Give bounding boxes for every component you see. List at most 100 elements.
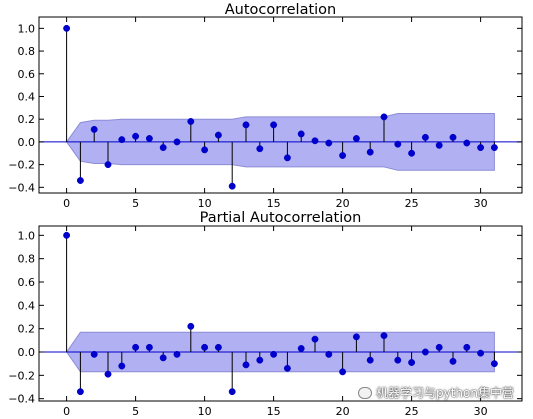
pacf-x-tick-label: 15 bbox=[267, 405, 281, 418]
pacf-x-tick-label: 20 bbox=[336, 405, 350, 418]
acf-x-tick-label: 30 bbox=[474, 197, 488, 210]
pacf-marker bbox=[214, 343, 222, 351]
acf-marker bbox=[490, 144, 498, 152]
pacf-marker bbox=[132, 343, 140, 351]
acf-marker bbox=[421, 133, 429, 141]
acf-y-tick-label: 1.0 bbox=[18, 22, 36, 35]
pacf-marker bbox=[463, 343, 471, 351]
acf-x-tick-label: 0 bbox=[63, 197, 70, 210]
acf-marker bbox=[283, 154, 291, 162]
pacf-x-tick-label: 10 bbox=[198, 405, 212, 418]
pacf-marker bbox=[490, 360, 498, 368]
acf-x-tick-label: 5 bbox=[132, 197, 139, 210]
pacf-y-tick-label: −0.4 bbox=[8, 393, 35, 406]
acf-marker bbox=[463, 139, 471, 147]
acf-marker bbox=[173, 138, 181, 146]
acf-marker bbox=[242, 121, 250, 129]
acf-marker bbox=[352, 135, 360, 142]
wechat-icon bbox=[358, 387, 372, 399]
pacf-y-tick-label: 0.0 bbox=[18, 346, 36, 359]
watermark: 机器学习与python集中营 bbox=[358, 384, 514, 401]
pacf-marker bbox=[187, 322, 195, 330]
acf-x-tick-label: 25 bbox=[405, 197, 419, 210]
acf-marker bbox=[325, 139, 333, 147]
acf-marker bbox=[256, 145, 264, 153]
acf-marker bbox=[201, 146, 209, 154]
acf-title: Autocorrelation bbox=[225, 2, 336, 18]
acf-marker bbox=[118, 136, 126, 144]
pacf-panel: 0 5 10 15 20 25 30 1.0 0.8 0.6 0.4 0.2 0.0 −0.2 −0.4 Pa… bbox=[8, 210, 523, 418]
acf-axes-frame bbox=[38, 16, 523, 194]
pacf-marker bbox=[325, 350, 333, 358]
pacf-marker bbox=[76, 388, 84, 396]
acf-marker bbox=[380, 113, 388, 121]
acf-y-tick-label: 0.2 bbox=[18, 113, 36, 126]
acf-y-tick-label: 0.6 bbox=[18, 68, 36, 81]
pacf-x-tick-label: 5 bbox=[132, 405, 139, 418]
pacf-marker bbox=[283, 364, 291, 372]
pacf-marker bbox=[380, 332, 388, 340]
acf-marker bbox=[76, 177, 84, 184]
acf-marker bbox=[214, 131, 222, 139]
acf-x-tick-label: 20 bbox=[336, 197, 350, 210]
acf-marker bbox=[145, 135, 153, 142]
pacf-marker bbox=[366, 356, 374, 364]
pacf-marker bbox=[90, 350, 98, 358]
acf-marker bbox=[270, 121, 278, 129]
pacf-marker bbox=[242, 361, 250, 369]
pacf-marker bbox=[421, 348, 429, 356]
acf-marker bbox=[408, 149, 416, 157]
pacf-title: Partial Autocorrelation bbox=[200, 210, 362, 226]
pacf-marker bbox=[394, 356, 402, 364]
pacf-y-tick-label: 1.0 bbox=[18, 229, 36, 242]
pacf-marker bbox=[118, 362, 126, 370]
acf-x-tick-label: 10 bbox=[198, 197, 212, 210]
pacf-y-tick-label: 0.2 bbox=[18, 323, 36, 336]
pacf-marker bbox=[449, 357, 457, 365]
acf-y-tick-label: −0.4 bbox=[8, 181, 35, 194]
pacf-marker bbox=[408, 359, 416, 366]
pacf-marker bbox=[145, 343, 153, 351]
acf-marker bbox=[187, 118, 195, 125]
acf-marker bbox=[132, 132, 140, 140]
acf-marker bbox=[63, 24, 71, 32]
acf-y-tick-label: −0.2 bbox=[8, 159, 35, 172]
pacf-axes-frame bbox=[38, 225, 523, 402]
pacf-x-tick-label: 25 bbox=[405, 405, 419, 418]
pacf-marker bbox=[228, 388, 236, 396]
pacf-y-tick-label: 0.8 bbox=[18, 253, 36, 266]
pacf-y-tick-label: 0.6 bbox=[18, 276, 36, 289]
pacf-marker bbox=[311, 335, 319, 343]
watermark-text: 机器学习与python集中营 bbox=[376, 386, 514, 400]
acf-marker bbox=[297, 130, 305, 138]
acf-marker bbox=[449, 133, 457, 141]
pacf-y-tick-label: −0.2 bbox=[8, 369, 35, 382]
acf-marker bbox=[228, 182, 236, 190]
pacf-marker bbox=[477, 349, 485, 357]
acf-y-tick-label: 0.0 bbox=[18, 136, 36, 149]
acf-marker bbox=[311, 137, 319, 145]
pacf-marker bbox=[352, 333, 360, 341]
acf-y-tick-label: 0.4 bbox=[18, 90, 36, 103]
acf-x-tick-label: 15 bbox=[267, 197, 281, 210]
pacf-marker bbox=[201, 343, 209, 351]
acf-marker bbox=[394, 140, 402, 148]
pacf-marker bbox=[435, 343, 443, 351]
pacf-x-tick-label: 30 bbox=[474, 405, 488, 418]
acf-marker bbox=[366, 148, 374, 156]
acf-marker bbox=[339, 152, 347, 159]
pacf-marker bbox=[339, 368, 347, 376]
pacf-marker bbox=[256, 356, 264, 364]
acf-marker bbox=[104, 161, 112, 169]
acf-marker bbox=[90, 125, 98, 133]
pacf-y-tick-label: 0.4 bbox=[18, 299, 36, 312]
acf-marker bbox=[159, 144, 167, 152]
acf-marker bbox=[477, 144, 485, 152]
pacf-marker bbox=[63, 231, 71, 239]
pacf-marker bbox=[159, 354, 167, 362]
pacf-marker bbox=[270, 350, 278, 358]
pacf-marker bbox=[104, 370, 112, 378]
acf-marker bbox=[435, 141, 443, 149]
acf-y-tick-label: 0.8 bbox=[18, 45, 36, 58]
pacf-marker bbox=[173, 350, 181, 358]
